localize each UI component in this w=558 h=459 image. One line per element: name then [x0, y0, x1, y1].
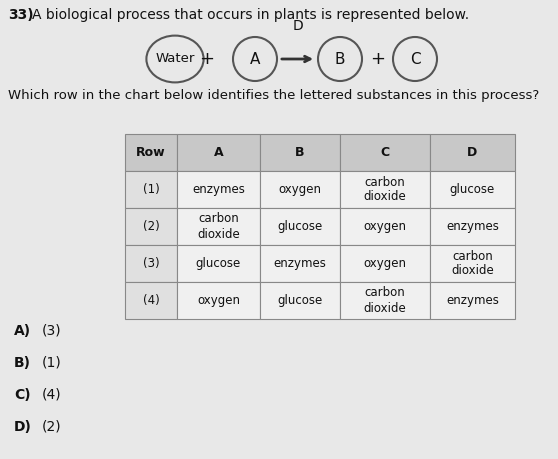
Bar [340, 282, 430, 319]
Text: enzymes: enzymes [273, 257, 326, 270]
Text: (3): (3) [42, 324, 61, 338]
Text: +: + [199, 50, 214, 68]
Text: (4): (4) [143, 294, 160, 307]
Text: glucose: glucose [450, 183, 495, 196]
Bar [340, 245, 430, 282]
Text: A: A [214, 146, 223, 159]
Text: oxygen: oxygen [363, 220, 406, 233]
Bar [125, 245, 177, 282]
Text: (1): (1) [42, 356, 62, 370]
Text: Which row in the chart below identifies the lettered substances in this process?: Which row in the chart below identifies … [8, 89, 539, 102]
Bar [260, 134, 340, 171]
Text: (2): (2) [42, 420, 61, 434]
Bar [430, 171, 515, 208]
Text: enzymes: enzymes [192, 183, 245, 196]
Text: 33): 33) [8, 8, 33, 22]
Text: oxygen: oxygen [363, 257, 406, 270]
Text: (3): (3) [143, 257, 160, 270]
Text: A: A [250, 51, 260, 67]
Bar [177, 134, 260, 171]
Bar [260, 208, 340, 245]
Text: +: + [370, 50, 385, 68]
Bar [125, 171, 177, 208]
Text: A): A) [14, 324, 31, 338]
Bar [177, 208, 260, 245]
Bar [260, 245, 340, 282]
Bar [430, 282, 515, 319]
Text: B: B [335, 51, 345, 67]
Text: oxygen: oxygen [278, 183, 321, 196]
Bar [125, 282, 177, 319]
Bar [260, 282, 340, 319]
Text: enzymes: enzymes [446, 220, 499, 233]
Text: oxygen: oxygen [197, 294, 240, 307]
Text: B): B) [14, 356, 31, 370]
Text: D): D) [14, 420, 32, 434]
Text: B: B [295, 146, 305, 159]
Text: (1): (1) [143, 183, 160, 196]
Text: C): C) [14, 388, 31, 402]
Bar [125, 134, 177, 171]
Text: (4): (4) [42, 388, 61, 402]
Bar [177, 282, 260, 319]
Bar [125, 208, 177, 245]
Text: glucose: glucose [196, 257, 241, 270]
Text: carbon
dioxide: carbon dioxide [451, 250, 494, 278]
Text: glucose: glucose [277, 294, 323, 307]
Text: A biological process that occurs in plants is represented below.: A biological process that occurs in plan… [32, 8, 469, 22]
Text: glucose: glucose [277, 220, 323, 233]
Text: carbon
dioxide: carbon dioxide [197, 213, 240, 241]
Bar [260, 171, 340, 208]
Bar [177, 171, 260, 208]
Bar [430, 134, 515, 171]
Bar [340, 134, 430, 171]
Text: carbon
dioxide: carbon dioxide [364, 175, 406, 203]
Text: Row: Row [136, 146, 166, 159]
Bar [340, 208, 430, 245]
Bar [430, 208, 515, 245]
Text: carbon
dioxide: carbon dioxide [364, 286, 406, 314]
Text: (2): (2) [143, 220, 160, 233]
Text: D: D [292, 19, 303, 33]
Text: C: C [381, 146, 389, 159]
Text: enzymes: enzymes [446, 294, 499, 307]
Bar [430, 245, 515, 282]
Text: Water: Water [155, 52, 195, 66]
Bar [177, 245, 260, 282]
Text: C: C [410, 51, 420, 67]
Bar [340, 171, 430, 208]
Text: D: D [468, 146, 478, 159]
